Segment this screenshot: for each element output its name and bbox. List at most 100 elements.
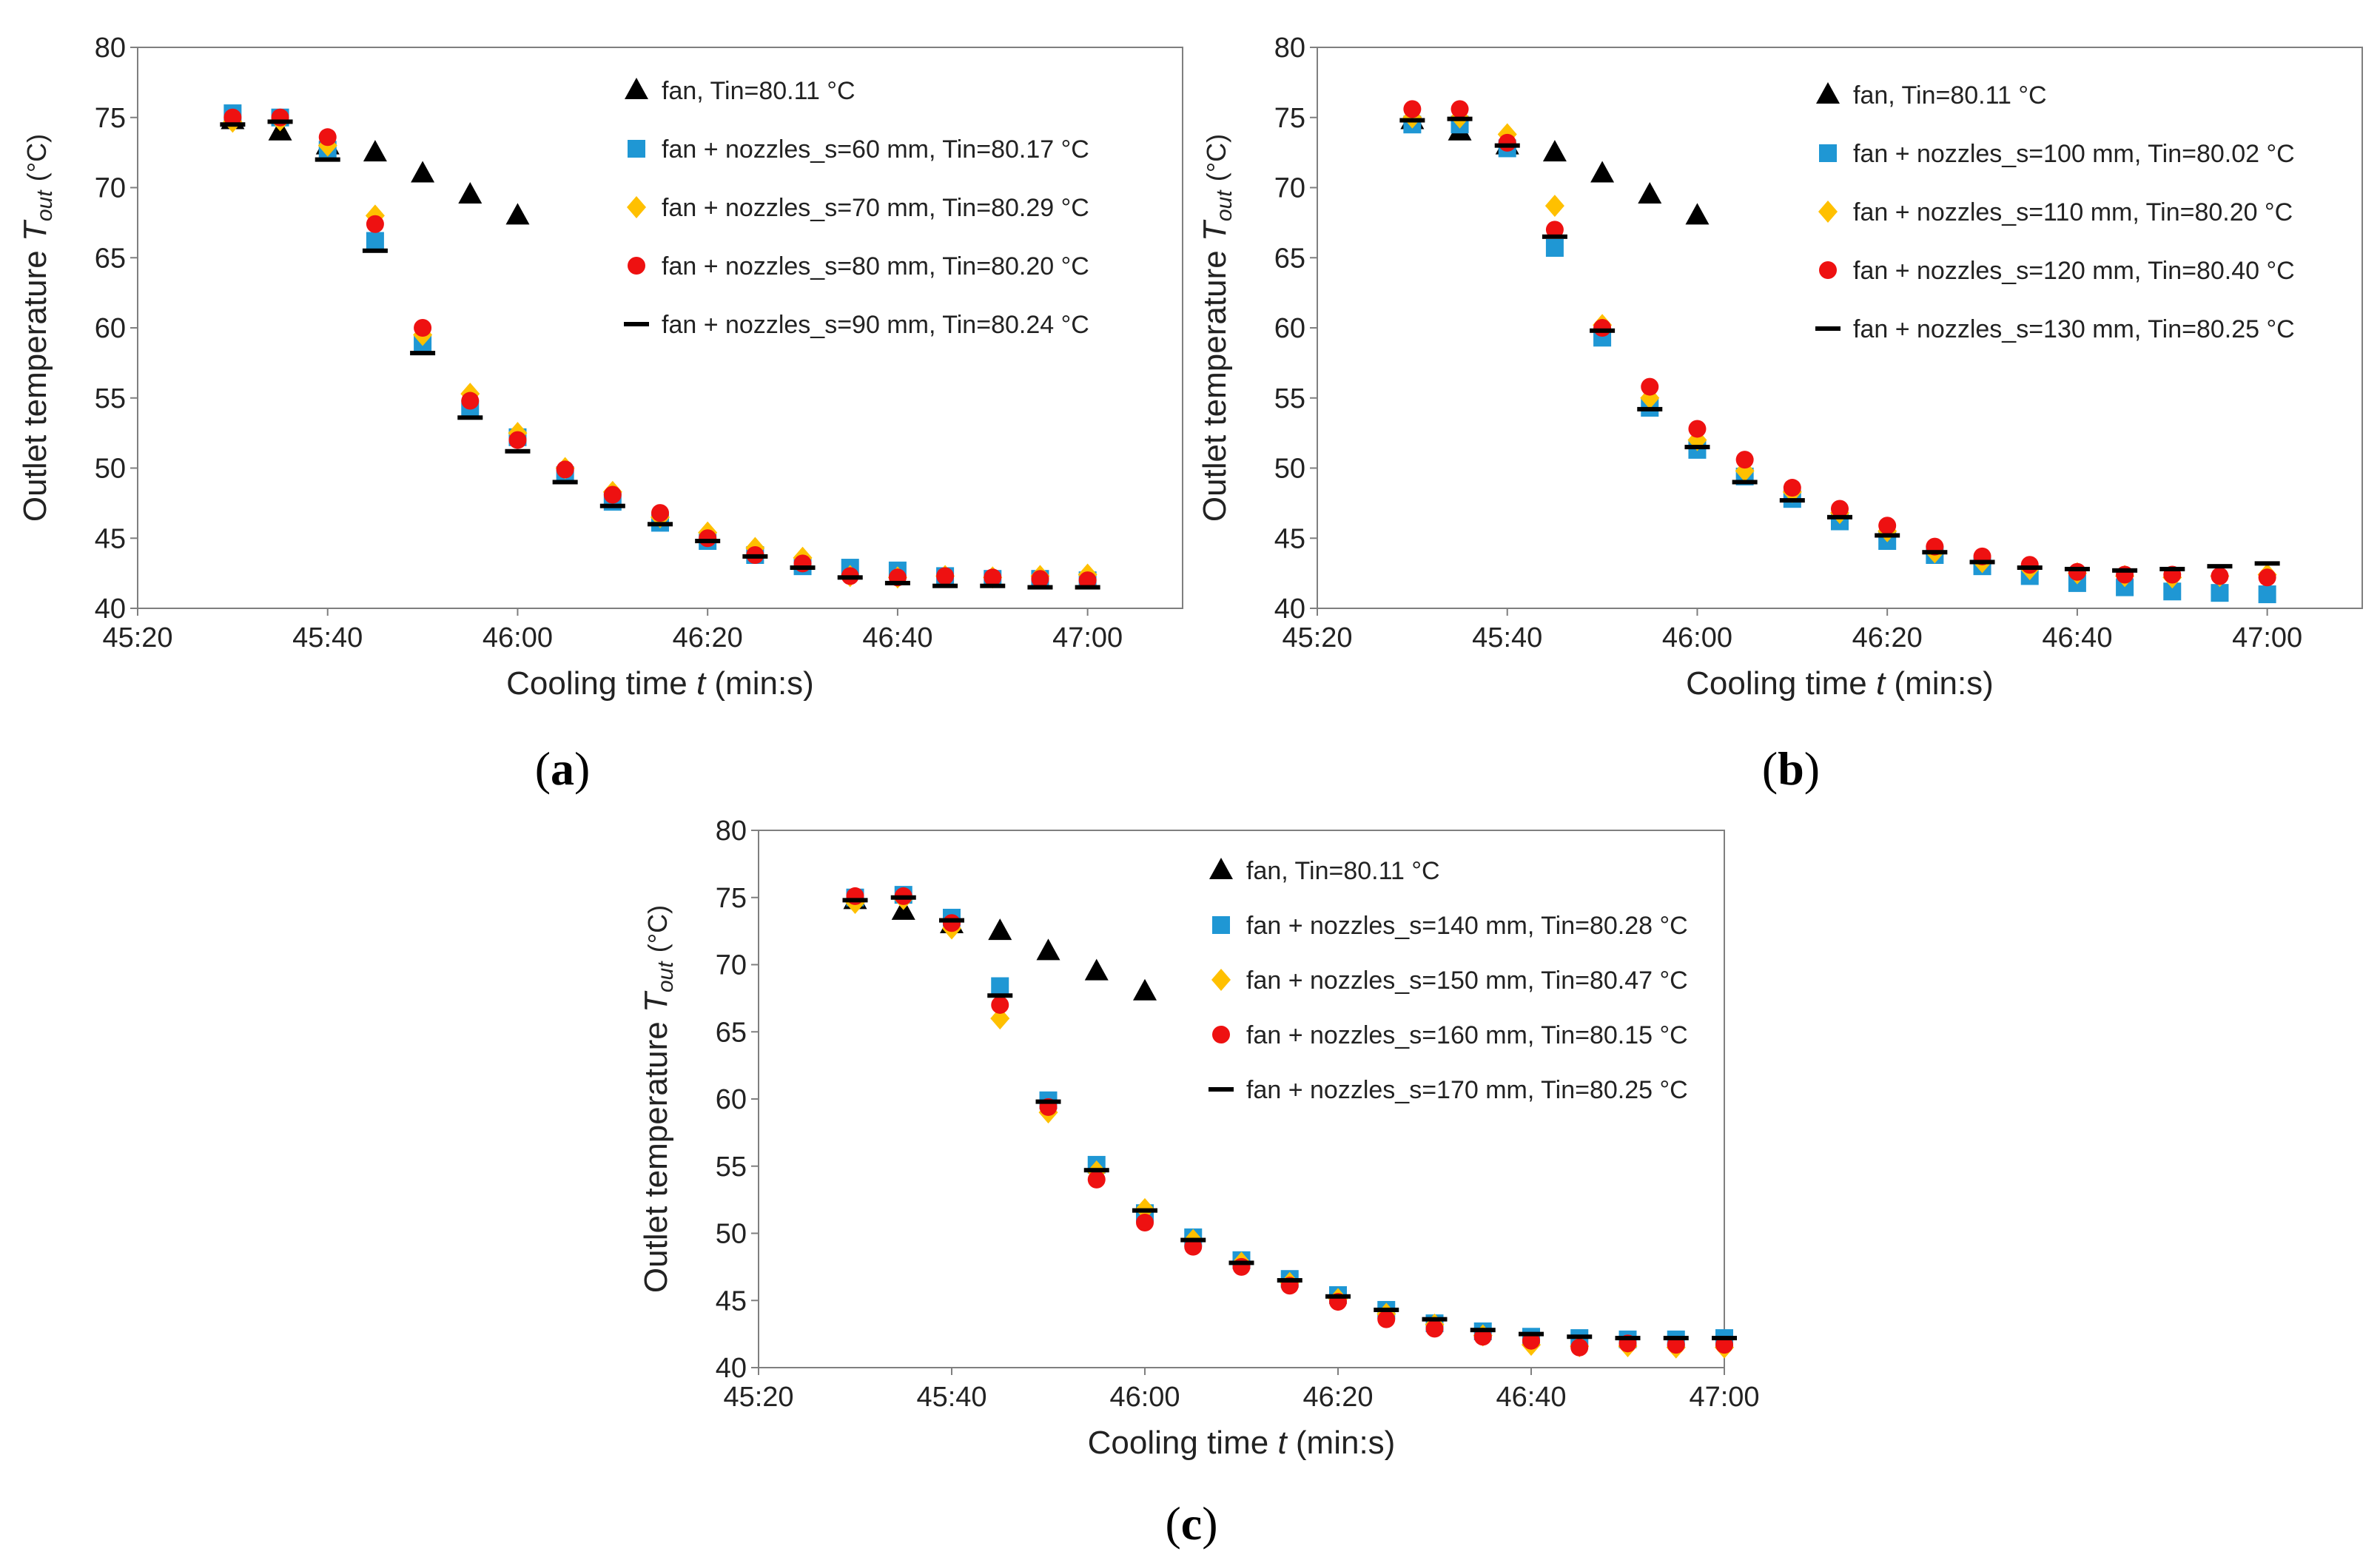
- data-point-circle: [1031, 570, 1049, 588]
- x-tick-label: 46:40: [862, 622, 932, 653]
- data-point-dash: [552, 480, 578, 485]
- data-point-triangle: [1542, 140, 1567, 162]
- x-axis-unit: (min:s): [1894, 665, 1993, 702]
- legend-marker-diamond: [1818, 201, 1838, 223]
- data-point-dash: [1922, 550, 1948, 555]
- legend-marker-dash: [1209, 1087, 1234, 1092]
- data-point-triangle: [411, 161, 435, 183]
- legend-marker-square: [1819, 144, 1837, 162]
- data-point-dash: [1494, 143, 1520, 148]
- data-point-dash: [1027, 585, 1053, 590]
- data-point-dash: [1779, 498, 1805, 503]
- data-point-dash: [1422, 1317, 1448, 1322]
- data-point-triangle: [458, 181, 483, 204]
- data-point-triangle: [1133, 978, 1157, 1001]
- legend-label: fan + nozzles_s=150 mm, Tin=80.47 °C: [1246, 967, 1688, 995]
- data-point-circle: [366, 215, 384, 233]
- data-point-dash: [1875, 533, 1900, 538]
- data-point-dash: [790, 565, 816, 571]
- x-axis-title-text: Cooling time: [1686, 665, 1867, 702]
- data-point-dash: [505, 448, 531, 454]
- y-tick-label: 65: [95, 243, 126, 274]
- legend-marker-circle: [1819, 261, 1837, 279]
- y-tick-label: 40: [95, 594, 126, 625]
- data-point-dash: [1732, 480, 1758, 485]
- x-tick-label: 47:00: [1052, 622, 1123, 653]
- legend-marker-diamond: [1211, 969, 1231, 991]
- data-point-dash: [1075, 585, 1100, 590]
- legend-marker-diamond: [627, 196, 646, 218]
- data-point-dash: [842, 898, 868, 903]
- data-point-dash: [2159, 566, 2185, 571]
- data-point-circle: [651, 504, 669, 522]
- legend-label: fan + nozzles_s=90 mm, Tin=80.24 °C: [662, 311, 1089, 339]
- data-point-dash: [890, 895, 916, 900]
- legend-label: fan, Tin=80.11 °C: [1853, 81, 2047, 110]
- x-tick-label: 45:40: [1472, 622, 1542, 653]
- y-tick-label: 70: [1274, 173, 1305, 204]
- data-point-circle: [508, 431, 527, 449]
- data-point-dash: [648, 522, 673, 527]
- y-tick-label: 75: [95, 103, 126, 134]
- legend-label: fan + nozzles_s=170 mm, Tin=80.25 °C: [1246, 1076, 1688, 1104]
- y-axis-subscript: out: [1212, 189, 1237, 221]
- data-point-circle: [1078, 571, 1097, 590]
- data-point-square: [366, 232, 384, 250]
- series-square: [1403, 115, 2276, 604]
- panel-label: (b): [1762, 742, 1820, 795]
- y-tick-label: 45: [95, 523, 126, 554]
- data-point-dash: [980, 583, 1006, 588]
- data-point-circle: [1593, 319, 1612, 337]
- data-point-dash: [267, 119, 293, 124]
- x-tick-label: 46:20: [1302, 1382, 1373, 1413]
- data-point-circle: [1184, 1237, 1203, 1256]
- y-tick-label: 70: [95, 173, 126, 204]
- data-point-dash: [1663, 1336, 1689, 1341]
- y-axis-unit: (°C): [642, 905, 673, 952]
- data-point-dash: [837, 575, 863, 580]
- x-tick-label: 46:20: [673, 622, 743, 653]
- y-tick-label: 45: [1274, 523, 1305, 554]
- y-tick-label: 80: [716, 816, 747, 847]
- data-point-dash: [1374, 1307, 1399, 1312]
- legend: fan, Tin=80.11 °C fan + nozzles_s=60 mm, …: [624, 77, 1089, 339]
- legend-label: fan, Tin=80.11 °C: [1246, 857, 1440, 885]
- y-tick-label: 80: [1274, 33, 1305, 64]
- x-tick-label: 46:00: [1662, 622, 1732, 653]
- data-point-dash: [1712, 1336, 1737, 1341]
- data-point-circle: [984, 568, 1002, 587]
- data-point-dash: [987, 993, 1013, 998]
- y-tick-label: 60: [1274, 313, 1305, 344]
- data-point-dash: [1615, 1336, 1641, 1341]
- y-tick-label: 60: [716, 1084, 747, 1115]
- data-point-dash: [884, 580, 910, 585]
- panel-label-open: (: [1762, 742, 1778, 795]
- data-point-dash: [2064, 566, 2090, 571]
- legend-label: fan + nozzles_s=60 mm, Tin=80.17 °C: [662, 135, 1089, 164]
- y-tick-label: 45: [716, 1285, 747, 1317]
- x-tick-label: 46:40: [2042, 622, 2112, 653]
- data-point-diamond: [990, 1007, 1010, 1030]
- data-point-circle: [1450, 100, 1469, 118]
- data-point-triangle: [1590, 161, 1615, 183]
- x-tick-label: 45:20: [1282, 622, 1352, 653]
- data-point-triangle: [988, 918, 1012, 941]
- x-tick-label: 45:20: [102, 622, 172, 653]
- data-point-circle: [1641, 377, 1659, 396]
- data-point-dash: [220, 122, 246, 127]
- data-point-square: [991, 977, 1009, 995]
- data-point-circle: [943, 914, 961, 932]
- x-axis-variable: t: [1277, 1425, 1288, 1461]
- legend-label: fan + nozzles_s=160 mm, Tin=80.15 °C: [1246, 1021, 1688, 1049]
- legend-marker-circle: [1212, 1026, 1230, 1043]
- x-tick-label: 47:00: [2232, 622, 2302, 653]
- data-point-circle: [2020, 556, 2039, 574]
- x-axis-title: Cooling time t (min:s): [1686, 665, 1994, 702]
- legend-marker-circle: [628, 257, 645, 275]
- y-axis-unit: (°C): [1201, 134, 1231, 181]
- data-point-square: [1545, 238, 1564, 257]
- data-point-dash: [1083, 1168, 1109, 1173]
- data-point-dash: [1590, 328, 1616, 333]
- data-point-dash: [599, 503, 625, 508]
- y-axis-variable: T: [1197, 219, 1233, 241]
